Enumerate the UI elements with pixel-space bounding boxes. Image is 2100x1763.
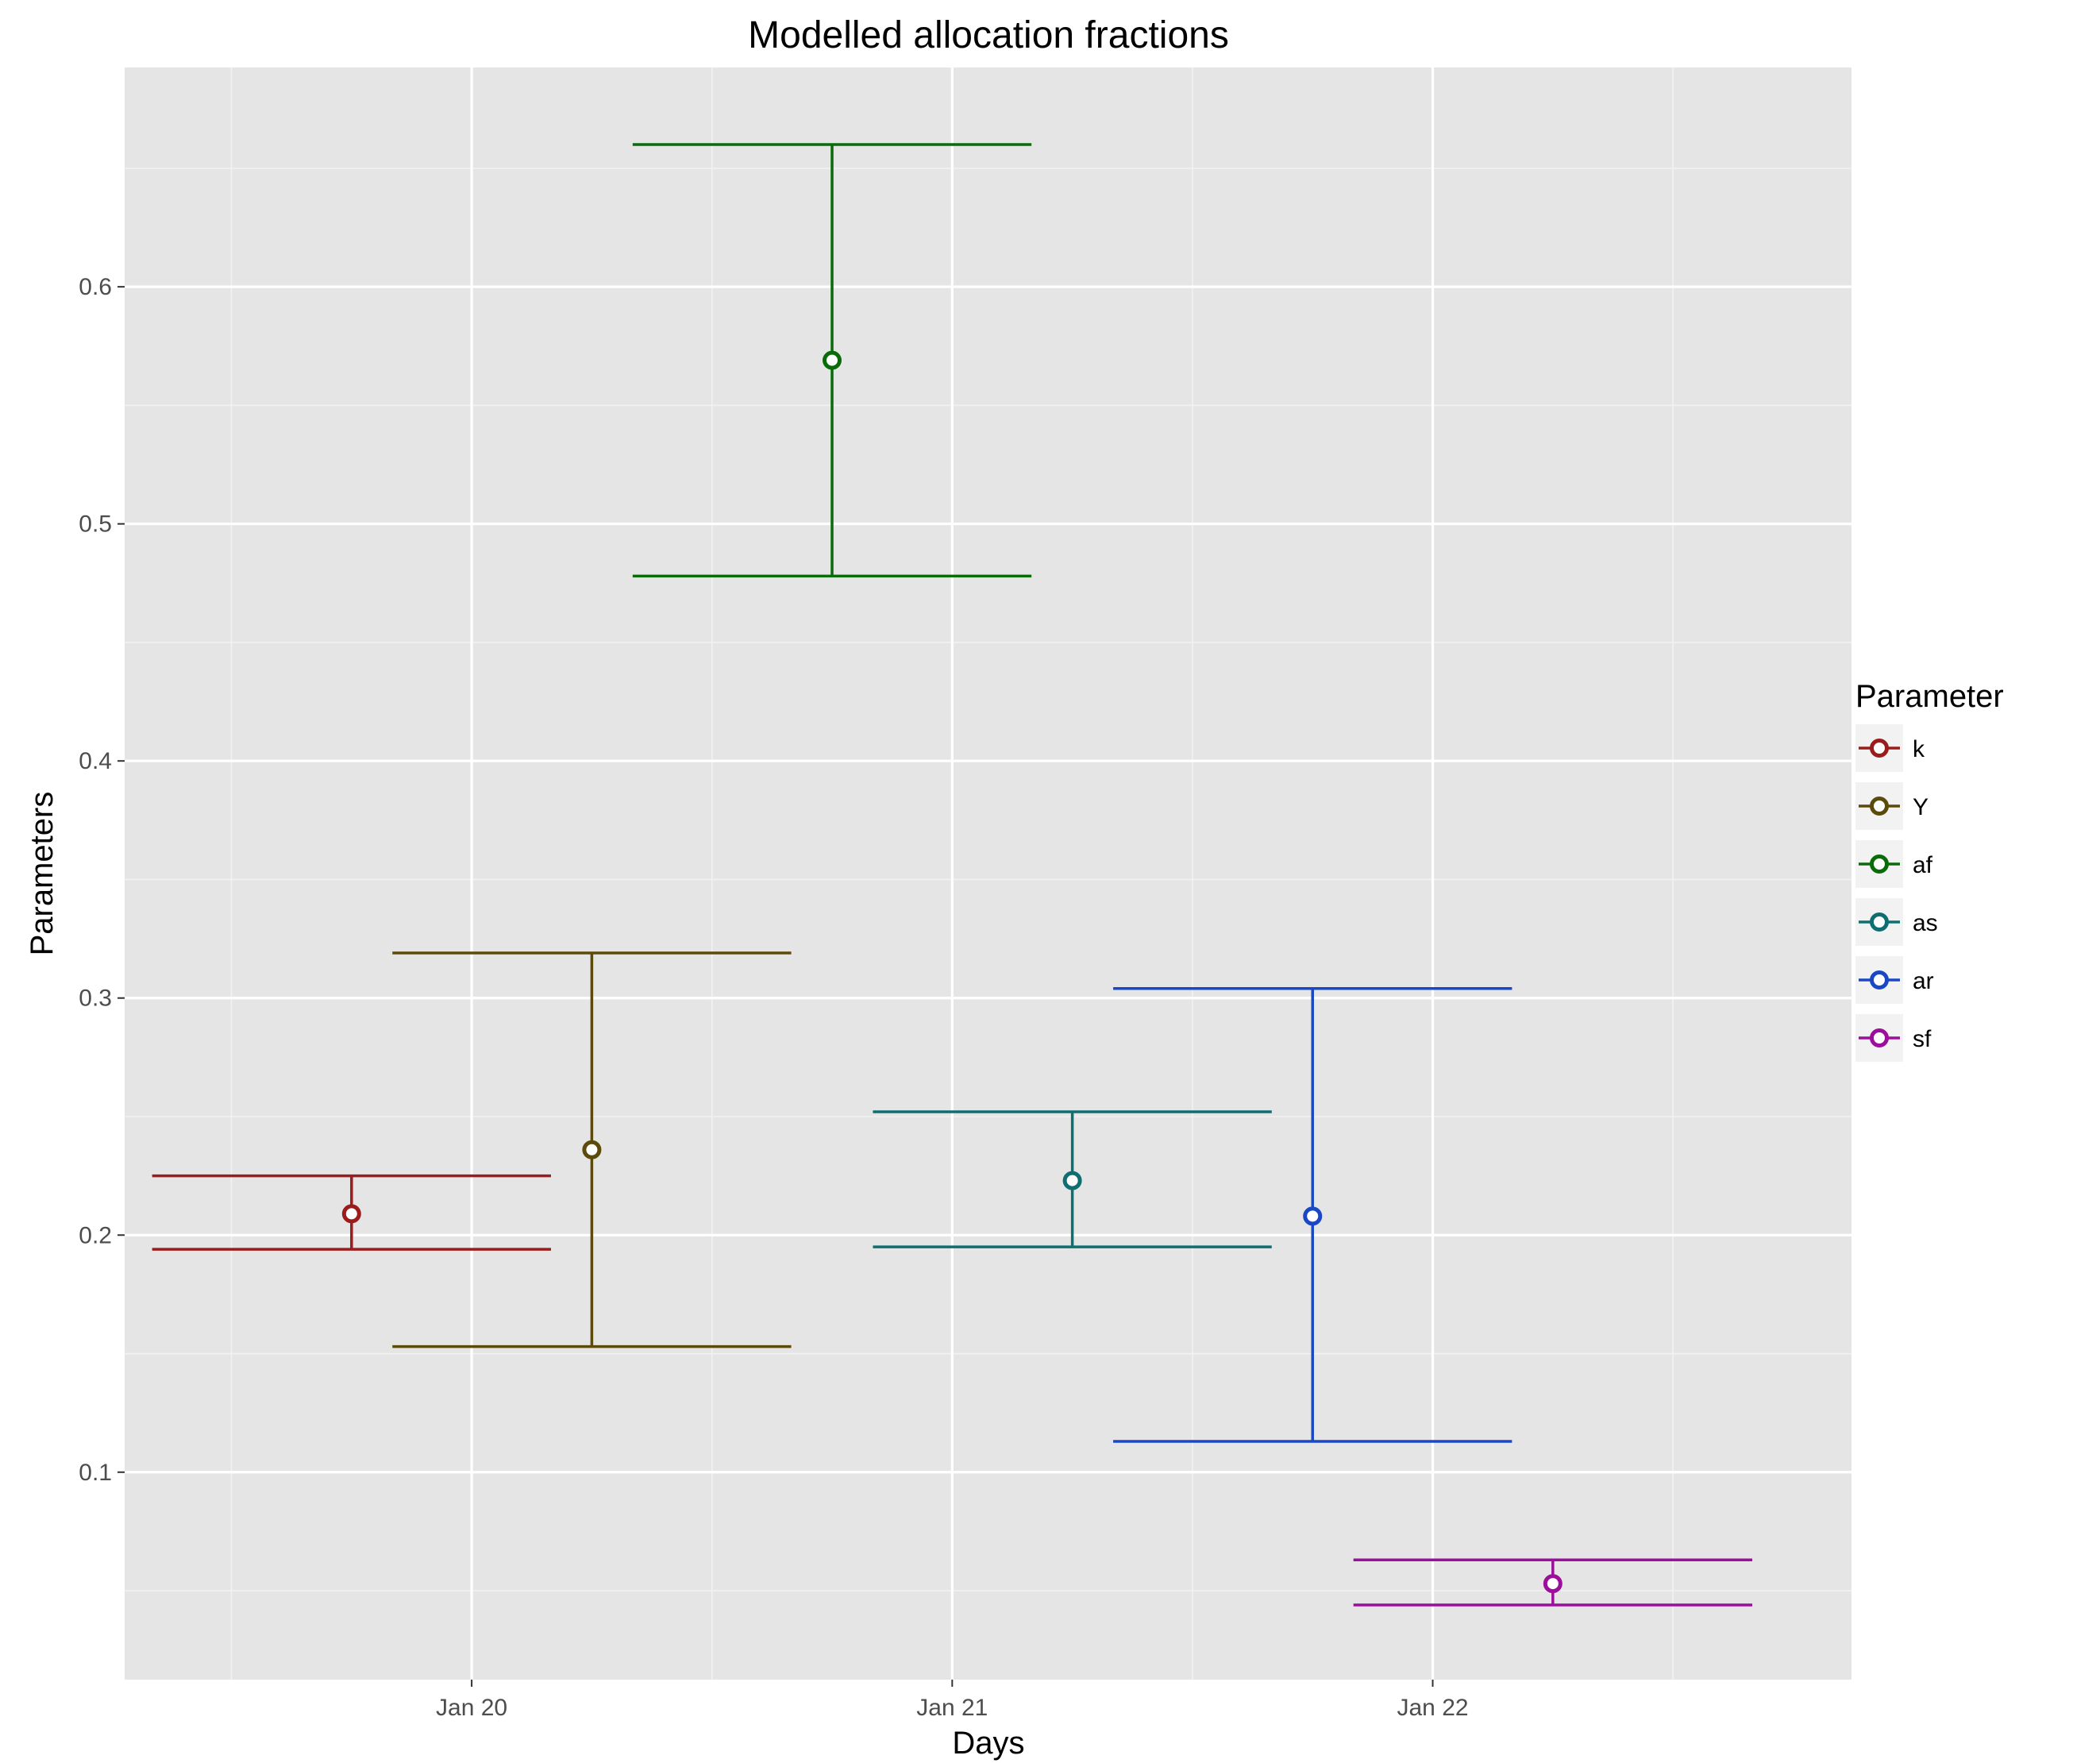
series-sf [1353,1558,1753,1607]
chart-title: Modelled allocation fractions [748,14,1229,56]
legend-title: Parameter [1855,679,2004,714]
x-tick-label: Jan 21 [916,1695,988,1721]
grid-minor [125,68,1851,1680]
legend-key-point [1870,797,1889,816]
legend-label: af [1913,852,1933,878]
legend-item-ar: ar [1855,956,1934,1004]
x-tick-label: Jan 20 [436,1695,507,1721]
y-tick-label: 0.1 [79,1460,112,1486]
series-af [632,143,1032,578]
legend-label: sf [1913,1026,1932,1052]
legend-label: Y [1913,794,1929,820]
y-axis-title: Parameters [25,792,60,956]
data-marks [152,143,1753,1607]
data-point [1543,1574,1562,1594]
x-axis-title: Days [952,1726,1024,1761]
legend-label: ar [1913,968,1934,994]
legend-key-point [1870,912,1889,932]
legend: Parameter k Yaf as ar sf [1855,679,2004,1062]
legend-item-af: af [1855,840,1933,888]
y-axis: 0.1 0.2 0.3 0.4 0.5 0.6 [79,274,125,1486]
legend-key-point [1870,1028,1889,1047]
data-point [1303,1206,1323,1226]
series-Y [392,951,792,1348]
y-tick-label: 0.4 [79,748,112,774]
legend-label: as [1913,910,1938,936]
grid-major [125,68,1851,1680]
legend-key-point [1870,739,1889,758]
legend-item-Y: Y [1855,782,1929,830]
x-axis: Jan 20 Jan 21 Jan 22 [436,1680,1469,1721]
y-tick-label: 0.2 [79,1222,112,1248]
legend-label: k [1913,736,1925,762]
y-tick-label: 0.6 [79,274,112,300]
series-ar [1113,987,1512,1443]
data-point [341,1204,361,1224]
x-tick-label: Jan 22 [1397,1695,1468,1721]
data-point [582,1140,602,1159]
y-tick-label: 0.5 [79,511,112,538]
series-as [873,1110,1272,1248]
legend-item-as: as [1855,898,1938,946]
y-tick-label: 0.3 [79,986,112,1012]
legend-key-point [1870,970,1889,990]
series-k [152,1174,551,1251]
legend-key-point [1870,854,1889,874]
data-point [1062,1171,1082,1190]
data-point [823,350,842,370]
legend-item-k: k [1855,724,1925,772]
legend-item-sf: sf [1855,1014,1932,1062]
plot-panel [125,68,1851,1680]
